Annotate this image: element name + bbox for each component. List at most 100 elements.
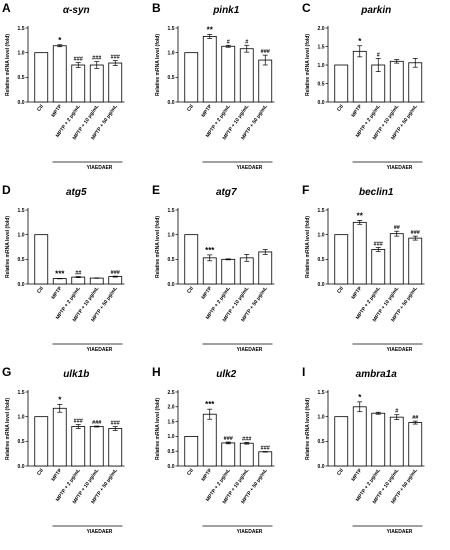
- bar: [89, 64, 104, 103]
- chart-title: parkin: [360, 5, 391, 16]
- significance-mark: ***: [55, 269, 65, 278]
- y-tick-label: 0.5: [18, 257, 25, 263]
- bar: [352, 50, 367, 103]
- x-tick-label: MPTP: [201, 467, 214, 482]
- y-tick-label: 1.0: [18, 232, 25, 238]
- significance-mark: ###: [74, 57, 83, 63]
- bar: [334, 416, 349, 467]
- bar: [89, 277, 104, 285]
- bar: [239, 442, 254, 467]
- y-tick-label: 1.5: [168, 208, 175, 214]
- significance-mark: ###: [92, 56, 101, 62]
- x-tick-label: MPTP: [51, 285, 64, 300]
- significance-mark: ###: [74, 419, 83, 425]
- bar: [184, 234, 199, 285]
- y-axis-label: Relative mRNA level (fold): [155, 216, 161, 278]
- bar: [71, 426, 86, 467]
- bar: [239, 48, 254, 103]
- bar: [258, 59, 273, 103]
- y-tick-label: 1.5: [318, 208, 325, 214]
- x-tick-label: MPTP: [351, 467, 364, 482]
- significance-mark: #: [395, 409, 398, 415]
- x-tick-label: MPTP: [351, 285, 364, 300]
- bar: [52, 407, 67, 467]
- group-label: YIAEDAER: [87, 529, 113, 535]
- y-tick-label: 1.0: [18, 414, 25, 420]
- panel-letter: D: [2, 183, 11, 197]
- significance-mark: ###: [242, 436, 251, 442]
- significance-mark: ###: [111, 55, 120, 61]
- x-tick-label: Ctl: [36, 103, 45, 112]
- bar: [334, 234, 349, 285]
- x-tick-label: Ctl: [336, 467, 345, 476]
- y-tick-label: 1.0: [318, 414, 325, 420]
- bar: [202, 413, 217, 467]
- group-label: YIAEDAER: [387, 529, 413, 535]
- y-tick-label: 0.0: [18, 100, 25, 106]
- y-tick-label: 0.0: [168, 464, 175, 470]
- significance-mark: ###: [111, 270, 120, 276]
- bar: [389, 416, 404, 467]
- significance-mark: ###: [111, 421, 120, 427]
- group-label: YIAEDAER: [87, 165, 113, 171]
- panel-letter: I: [302, 365, 305, 379]
- bar: [89, 426, 104, 467]
- significance-mark: ###: [261, 445, 270, 451]
- x-tick-label: MPTP: [201, 103, 214, 118]
- y-tick-label: 0.0: [318, 282, 325, 288]
- y-tick-label: 1.5: [318, 44, 325, 50]
- x-tick-label: MPTP: [51, 467, 64, 482]
- bar: [389, 233, 404, 285]
- y-axis-label: Relative mRNA level (fold): [5, 216, 11, 278]
- x-tick-label: MPTP: [201, 285, 214, 300]
- bar: [221, 442, 236, 467]
- x-tick-label: Ctl: [336, 103, 345, 112]
- bar: [71, 64, 86, 103]
- y-axis-label: Relative mRNA level (fold): [305, 398, 311, 460]
- y-tick-label: 2.0: [318, 26, 325, 32]
- significance-mark: **: [207, 25, 214, 34]
- bar: [352, 221, 367, 285]
- bar: [52, 278, 67, 285]
- significance-mark: ###: [224, 436, 233, 442]
- bar: [52, 45, 67, 103]
- significance-mark: ##: [394, 225, 400, 231]
- y-tick-label: 0.5: [318, 439, 325, 445]
- significance-mark: *: [58, 395, 62, 404]
- y-tick-label: 0.5: [168, 257, 175, 263]
- significance-mark: ##: [75, 271, 81, 277]
- significance-mark: ###: [261, 49, 270, 55]
- y-tick-label: 0.0: [168, 100, 175, 106]
- y-tick-label: 1.5: [18, 208, 25, 214]
- y-axis-label: Relative mRNA level (fold): [305, 34, 311, 96]
- bar: [408, 422, 423, 467]
- significance-mark: #: [227, 39, 230, 45]
- bar: [408, 237, 423, 285]
- bar: [371, 249, 386, 285]
- panel-letter: A: [2, 1, 11, 15]
- significance-mark: #: [245, 39, 248, 45]
- y-tick-label: 0.5: [318, 257, 325, 263]
- bar: [202, 257, 217, 285]
- group-label: YIAEDAER: [237, 347, 263, 353]
- y-tick-label: 1.0: [318, 63, 325, 69]
- panel-letter: F: [302, 183, 309, 197]
- bar: [258, 251, 273, 285]
- y-tick-label: 0.5: [168, 75, 175, 81]
- y-tick-label: 1.5: [318, 390, 325, 396]
- bar: [221, 258, 236, 285]
- significance-mark: ***: [205, 246, 215, 255]
- significance-mark: ###: [411, 230, 420, 236]
- significance-mark: ###: [92, 420, 101, 426]
- y-tick-label: 0.5: [18, 75, 25, 81]
- panel-letter: G: [2, 365, 11, 379]
- y-tick-label: 1.5: [18, 26, 25, 32]
- bar: [108, 62, 123, 103]
- panel-letter: C: [302, 1, 311, 15]
